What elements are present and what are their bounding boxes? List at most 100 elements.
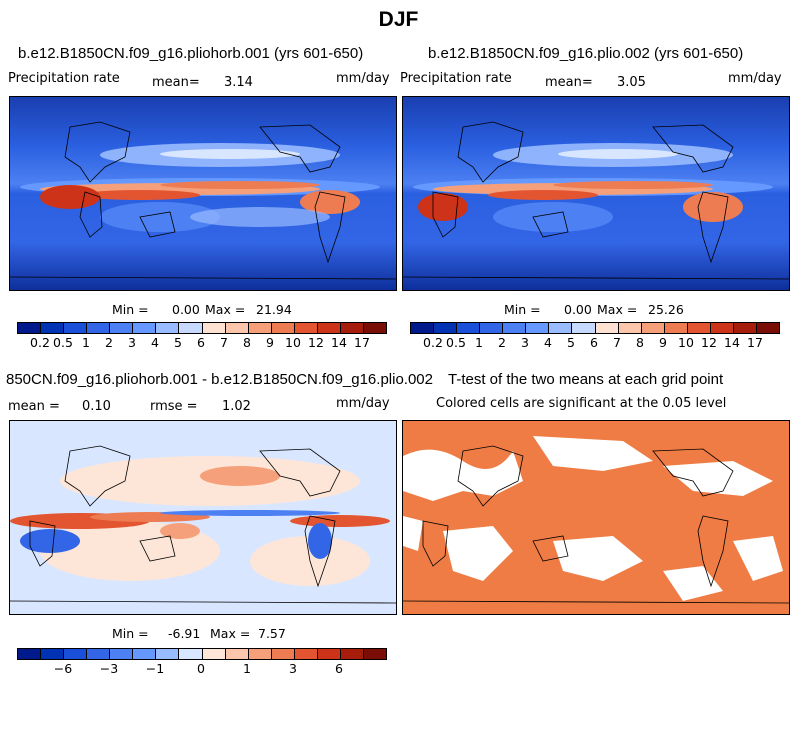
diff-units: mm/day <box>336 396 390 411</box>
colorbar-swatch <box>340 323 364 333</box>
mean-value-left: 3.14 <box>224 75 253 90</box>
colorbar-tick-label: 3 <box>128 335 136 350</box>
max-label-left: Max = <box>205 302 246 317</box>
colorbar-swatch <box>41 649 65 659</box>
colorbar-tick-label: 7 <box>613 335 621 350</box>
colorbar-tick-label: 7 <box>220 335 228 350</box>
colorbar-tick-label: 2 <box>498 335 506 350</box>
colorbar-tick-label: 0.2 <box>30 335 50 350</box>
diff-max-value: 7.57 <box>258 626 286 641</box>
rmse-value: 1.02 <box>222 399 251 414</box>
colorbar-tick-label: 14 <box>724 335 740 350</box>
colorbar-swatch <box>363 649 386 659</box>
colorbar-tick-label: 0.5 <box>53 335 73 350</box>
colorbar-swatch <box>595 323 619 333</box>
panel-title-bottom-left: 850CN.f09_g16.pliohorb.001 - b.e12.B1850… <box>6 371 433 388</box>
colorbar-swatch <box>133 649 157 659</box>
significance-map-svg <box>403 421 789 614</box>
colorbar-tick-label: 3 <box>521 335 529 350</box>
mean-label-right: mean= <box>545 75 593 90</box>
colorbar-swatch <box>687 323 711 333</box>
min-label-left: Min = <box>112 302 149 317</box>
min-value-left: 0.00 <box>172 302 200 317</box>
precip-map-left-svg <box>10 97 396 290</box>
figure-title: DJF <box>378 8 419 31</box>
colorbar-swatch <box>294 649 318 659</box>
colorbar-swatch <box>317 649 341 659</box>
colorbar-swatch <box>179 649 203 659</box>
colorbar-swatch <box>664 323 688 333</box>
colorbar-swatch <box>710 323 734 333</box>
panel-title-top-left: b.e12.B1850CN.f09_g16.pliohorb.001 (yrs … <box>18 45 364 62</box>
colorbar-tick-label: 9 <box>659 335 667 350</box>
colorbar-swatch <box>248 649 272 659</box>
units-left: mm/day <box>336 71 390 86</box>
colorbar-tick-label: 1 <box>82 335 90 350</box>
colorbar-tick-label: 4 <box>151 335 159 350</box>
colorbar-tick-label: 6 <box>590 335 598 350</box>
colorbar-tick-label: 0.2 <box>423 335 443 350</box>
diff-min-label: Min = <box>112 626 149 641</box>
colorbar-tick-label: −1 <box>145 661 165 676</box>
colorbar-tick-label: 2 <box>105 335 113 350</box>
colorbar-swatch <box>271 649 295 659</box>
min-label-right: Min = <box>504 302 541 317</box>
colorbar-tick-label: 0.5 <box>446 335 466 350</box>
colorbar-tick-label: 6 <box>335 661 343 676</box>
colorbar-swatch <box>572 323 596 333</box>
colorbar-swatch <box>271 323 295 333</box>
precip-map-left <box>9 96 397 291</box>
panel-title-top-right: b.e12.B1850CN.f09_g16.plio.002 (yrs 601-… <box>428 45 744 62</box>
colorbar-swatch <box>225 649 249 659</box>
colorbar-swatch <box>248 323 272 333</box>
precip-map-right-svg <box>403 97 789 290</box>
colorbar-tick-label: 1 <box>243 661 251 676</box>
mean-label-left: mean= <box>152 75 200 90</box>
colorbar-swatch <box>756 323 779 333</box>
precip-map-right <box>402 96 790 291</box>
colorbar-tick-label: 12 <box>701 335 717 350</box>
units-right: mm/day <box>728 71 782 86</box>
max-value-right: 25.26 <box>648 302 684 317</box>
colorbar-swatch <box>41 323 65 333</box>
colorbar-precip-right <box>410 322 780 334</box>
colorbar-tick-label: 14 <box>331 335 347 350</box>
colorbar-tick-label: 12 <box>308 335 324 350</box>
colorbar-swatch <box>480 323 504 333</box>
colorbar-swatch <box>526 323 550 333</box>
colorbar-difference <box>17 648 387 660</box>
significance-map <box>402 420 790 615</box>
colorbar-swatch <box>156 649 180 659</box>
colorbar-swatch <box>411 323 435 333</box>
colorbar-swatch <box>64 323 88 333</box>
colorbar-swatch <box>133 323 157 333</box>
colorbar-tick-label: −3 <box>99 661 119 676</box>
colorbar-tick-label: 5 <box>174 335 182 350</box>
colorbar-tick-label: 17 <box>354 335 370 350</box>
colorbar-swatch <box>110 323 134 333</box>
colorbar-swatch <box>87 323 111 333</box>
precip-label-right: Precipitation rate <box>400 71 512 86</box>
colorbar-tick-label: 8 <box>243 335 251 350</box>
diff-min-value: -6.91 <box>168 626 201 641</box>
colorbar-swatch <box>294 323 318 333</box>
colorbar-tick-label: 0 <box>197 661 205 676</box>
panel-title-bottom-right: T-test of the two means at each grid poi… <box>448 371 724 388</box>
colorbar-swatch <box>434 323 458 333</box>
colorbar-tick-label: 6 <box>197 335 205 350</box>
colorbar-tick-label: 8 <box>636 335 644 350</box>
diff-mean-value: 0.10 <box>82 399 111 414</box>
colorbar-swatch <box>202 323 226 333</box>
colorbar-swatch <box>363 323 386 333</box>
colorbar-swatch <box>457 323 481 333</box>
precip-label-left: Precipitation rate <box>8 71 120 86</box>
diff-max-label: Max = <box>210 626 251 641</box>
colorbar-swatch <box>549 323 573 333</box>
colorbar-tick-label: 1 <box>475 335 483 350</box>
ttest-subtitle: Colored cells are significant at the 0.0… <box>436 396 727 411</box>
colorbar-swatch <box>179 323 203 333</box>
colorbar-swatch <box>64 649 88 659</box>
difference-map <box>9 420 397 615</box>
colorbar-tick-label: 5 <box>567 335 575 350</box>
colorbar-swatch <box>733 323 757 333</box>
